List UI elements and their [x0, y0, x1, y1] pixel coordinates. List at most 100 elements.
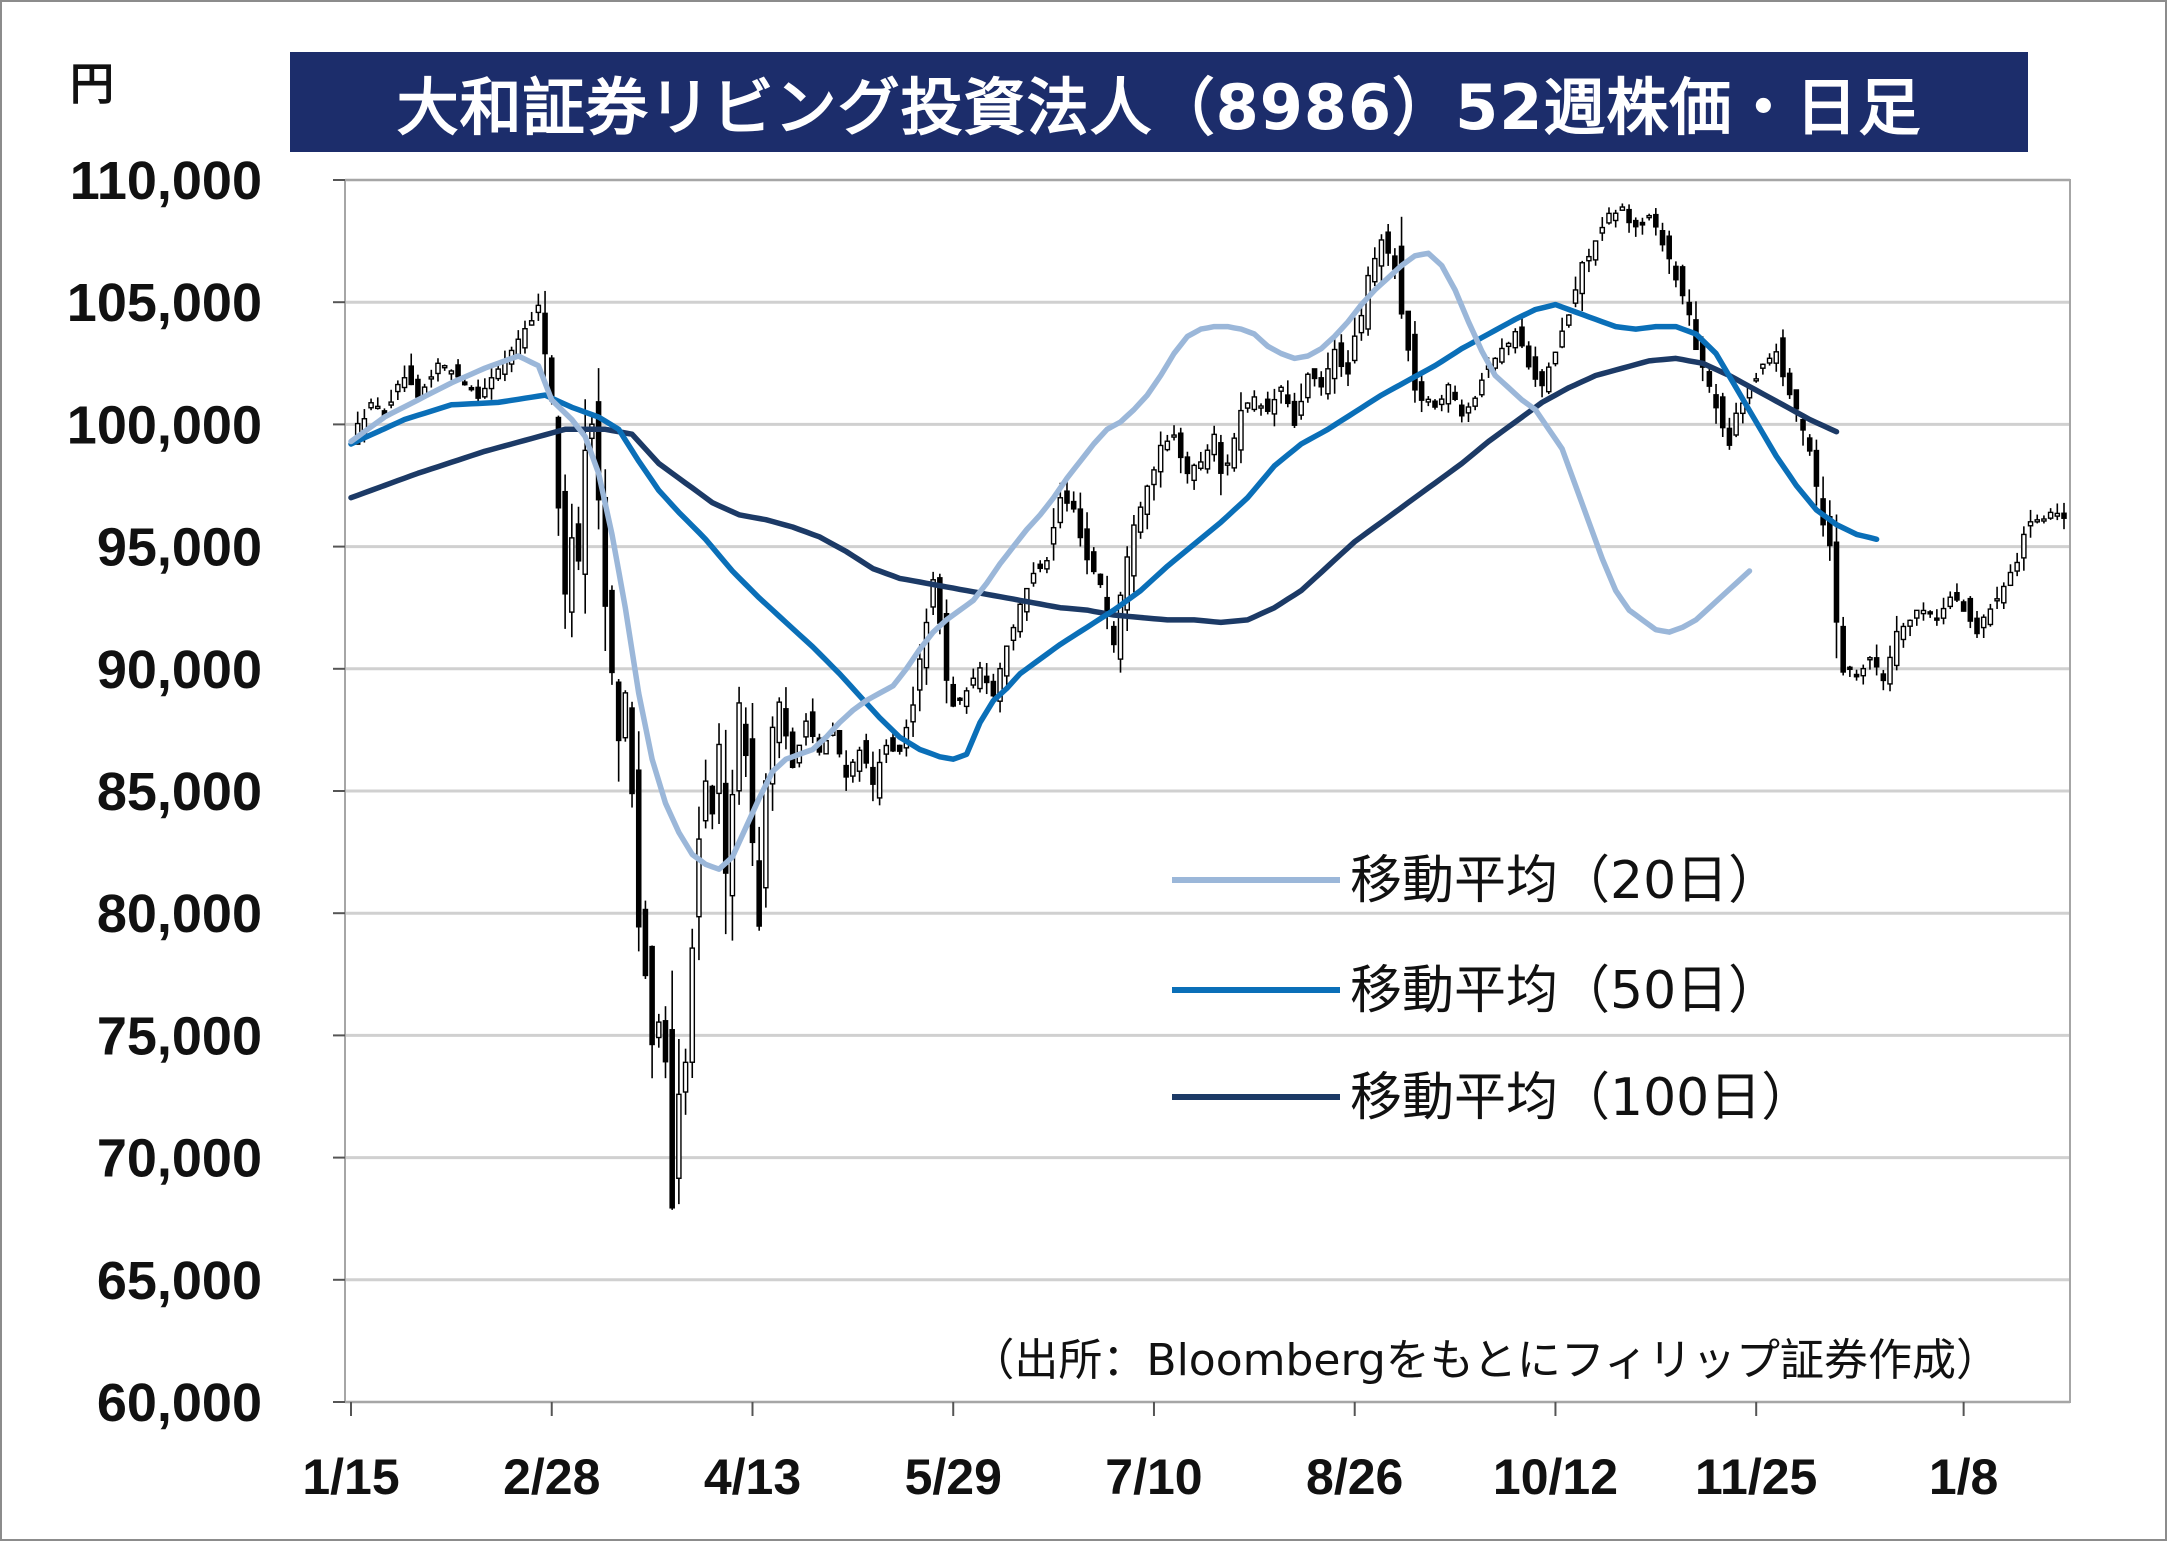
- candle-body: [1726, 427, 1733, 446]
- candle-body: [662, 1020, 669, 1063]
- candle-body: [649, 945, 655, 1046]
- candle-body: [1458, 404, 1465, 417]
- candle-body: [930, 579, 936, 608]
- candle-body: [656, 1021, 662, 1039]
- candle-body: [1465, 406, 1472, 414]
- candle-body: [1224, 462, 1231, 466]
- candle-body: [950, 683, 957, 707]
- candle-body: [1539, 371, 1545, 387]
- candle-body: [702, 780, 709, 822]
- candle-body: [1646, 214, 1652, 219]
- candle-body: [2001, 585, 2007, 604]
- candle-body: [1867, 657, 1873, 661]
- candle-body: [1806, 437, 1813, 452]
- candle-body: [990, 680, 997, 697]
- candle-body: [642, 908, 649, 977]
- candle-body: [1499, 347, 1505, 363]
- candle-body: [448, 370, 455, 375]
- y-tick-label: 110,000: [70, 151, 262, 211]
- candle-body: [1405, 310, 1412, 351]
- candle-body: [1934, 617, 1940, 621]
- candle-body: [535, 304, 542, 314]
- candle-body: [709, 785, 716, 815]
- candle-body: [876, 761, 883, 799]
- candle-body: [1164, 440, 1171, 451]
- candle-body: [609, 589, 615, 674]
- candle-body: [441, 365, 448, 369]
- candle-body: [1311, 368, 1318, 380]
- candle-body: [1880, 673, 1887, 682]
- candle-body: [1612, 212, 1619, 222]
- candle-body: [1057, 497, 1064, 524]
- candle-body: [1719, 396, 1726, 429]
- candle-body: [669, 1029, 675, 1209]
- candle-body: [1940, 607, 1947, 619]
- candle-body: [1873, 657, 1880, 668]
- y-tick-label: 100,000: [67, 395, 262, 455]
- candle-body: [1144, 485, 1151, 515]
- candle-body: [1753, 378, 1759, 382]
- candle-body: [1218, 442, 1224, 474]
- candle-body: [1338, 342, 1345, 368]
- candle-body: [1994, 598, 2000, 602]
- candle-body: [1579, 262, 1585, 295]
- candle-body: [1264, 398, 1271, 412]
- candle-body: [415, 378, 421, 398]
- candle-body: [1305, 373, 1311, 399]
- candle-body: [1438, 398, 1445, 406]
- candle-body: [1211, 433, 1217, 456]
- candle-body: [1432, 400, 1438, 408]
- candle-body: [1171, 434, 1177, 438]
- candle-body: [1131, 524, 1137, 577]
- candle-body: [2054, 512, 2061, 517]
- candle-body: [1318, 377, 1325, 388]
- candle-body: [2047, 511, 2054, 519]
- candle-body: [1920, 609, 1927, 615]
- candle-body: [1987, 608, 1994, 626]
- candle-body: [569, 537, 575, 613]
- candle-body: [1773, 351, 1780, 364]
- candle-body: [635, 769, 642, 928]
- legend-label-ma100: 移動平均（100日）: [1350, 1068, 1813, 1128]
- candle-body: [883, 744, 890, 755]
- candle-body: [1452, 391, 1458, 400]
- candle-body: [595, 401, 602, 501]
- candle-body: [428, 376, 435, 380]
- candle-body: [1137, 506, 1144, 533]
- candle-body: [1191, 464, 1197, 482]
- candle-body: [622, 692, 629, 739]
- candle-body: [1351, 335, 1358, 362]
- candle-body: [368, 402, 374, 409]
- candle-body: [1003, 645, 1010, 677]
- candle-body: [896, 744, 903, 752]
- candle-body: [401, 377, 408, 389]
- x-tick-label: 2/28: [503, 1449, 600, 1505]
- candle-body: [943, 613, 950, 681]
- candle-body: [488, 377, 495, 390]
- candle-body: [395, 383, 401, 393]
- ma20-line: [348, 250, 1753, 872]
- candle-body: [836, 730, 843, 755]
- candle-body: [495, 368, 501, 380]
- candle-body: [1566, 314, 1572, 326]
- candle-body: [1198, 461, 1204, 470]
- x-tick-label: 5/29: [905, 1449, 1002, 1505]
- candle-body: [1077, 508, 1084, 539]
- candlesticks: [354, 203, 2067, 1210]
- candle-body: [582, 449, 588, 575]
- candle-body: [1760, 363, 1766, 369]
- candle-body: [522, 328, 528, 349]
- x-axis: 1/15 2/28 4/13 5/29 7/10 8/26 10/12 11/25 1/8: [302, 1402, 1998, 1505]
- candle-body: [461, 381, 468, 386]
- candle-body: [1244, 402, 1251, 409]
- candle-body: [1258, 405, 1264, 409]
- candle-body: [1050, 526, 1057, 545]
- candle-body: [1833, 541, 1840, 623]
- candle-body: [776, 701, 783, 744]
- y-tick-label: 80,000: [97, 884, 262, 944]
- candle-body: [1117, 594, 1124, 660]
- candle-body: [435, 362, 441, 375]
- candle-body: [1960, 601, 1967, 612]
- candle-body: [1632, 219, 1639, 228]
- candle-body: [1786, 372, 1793, 396]
